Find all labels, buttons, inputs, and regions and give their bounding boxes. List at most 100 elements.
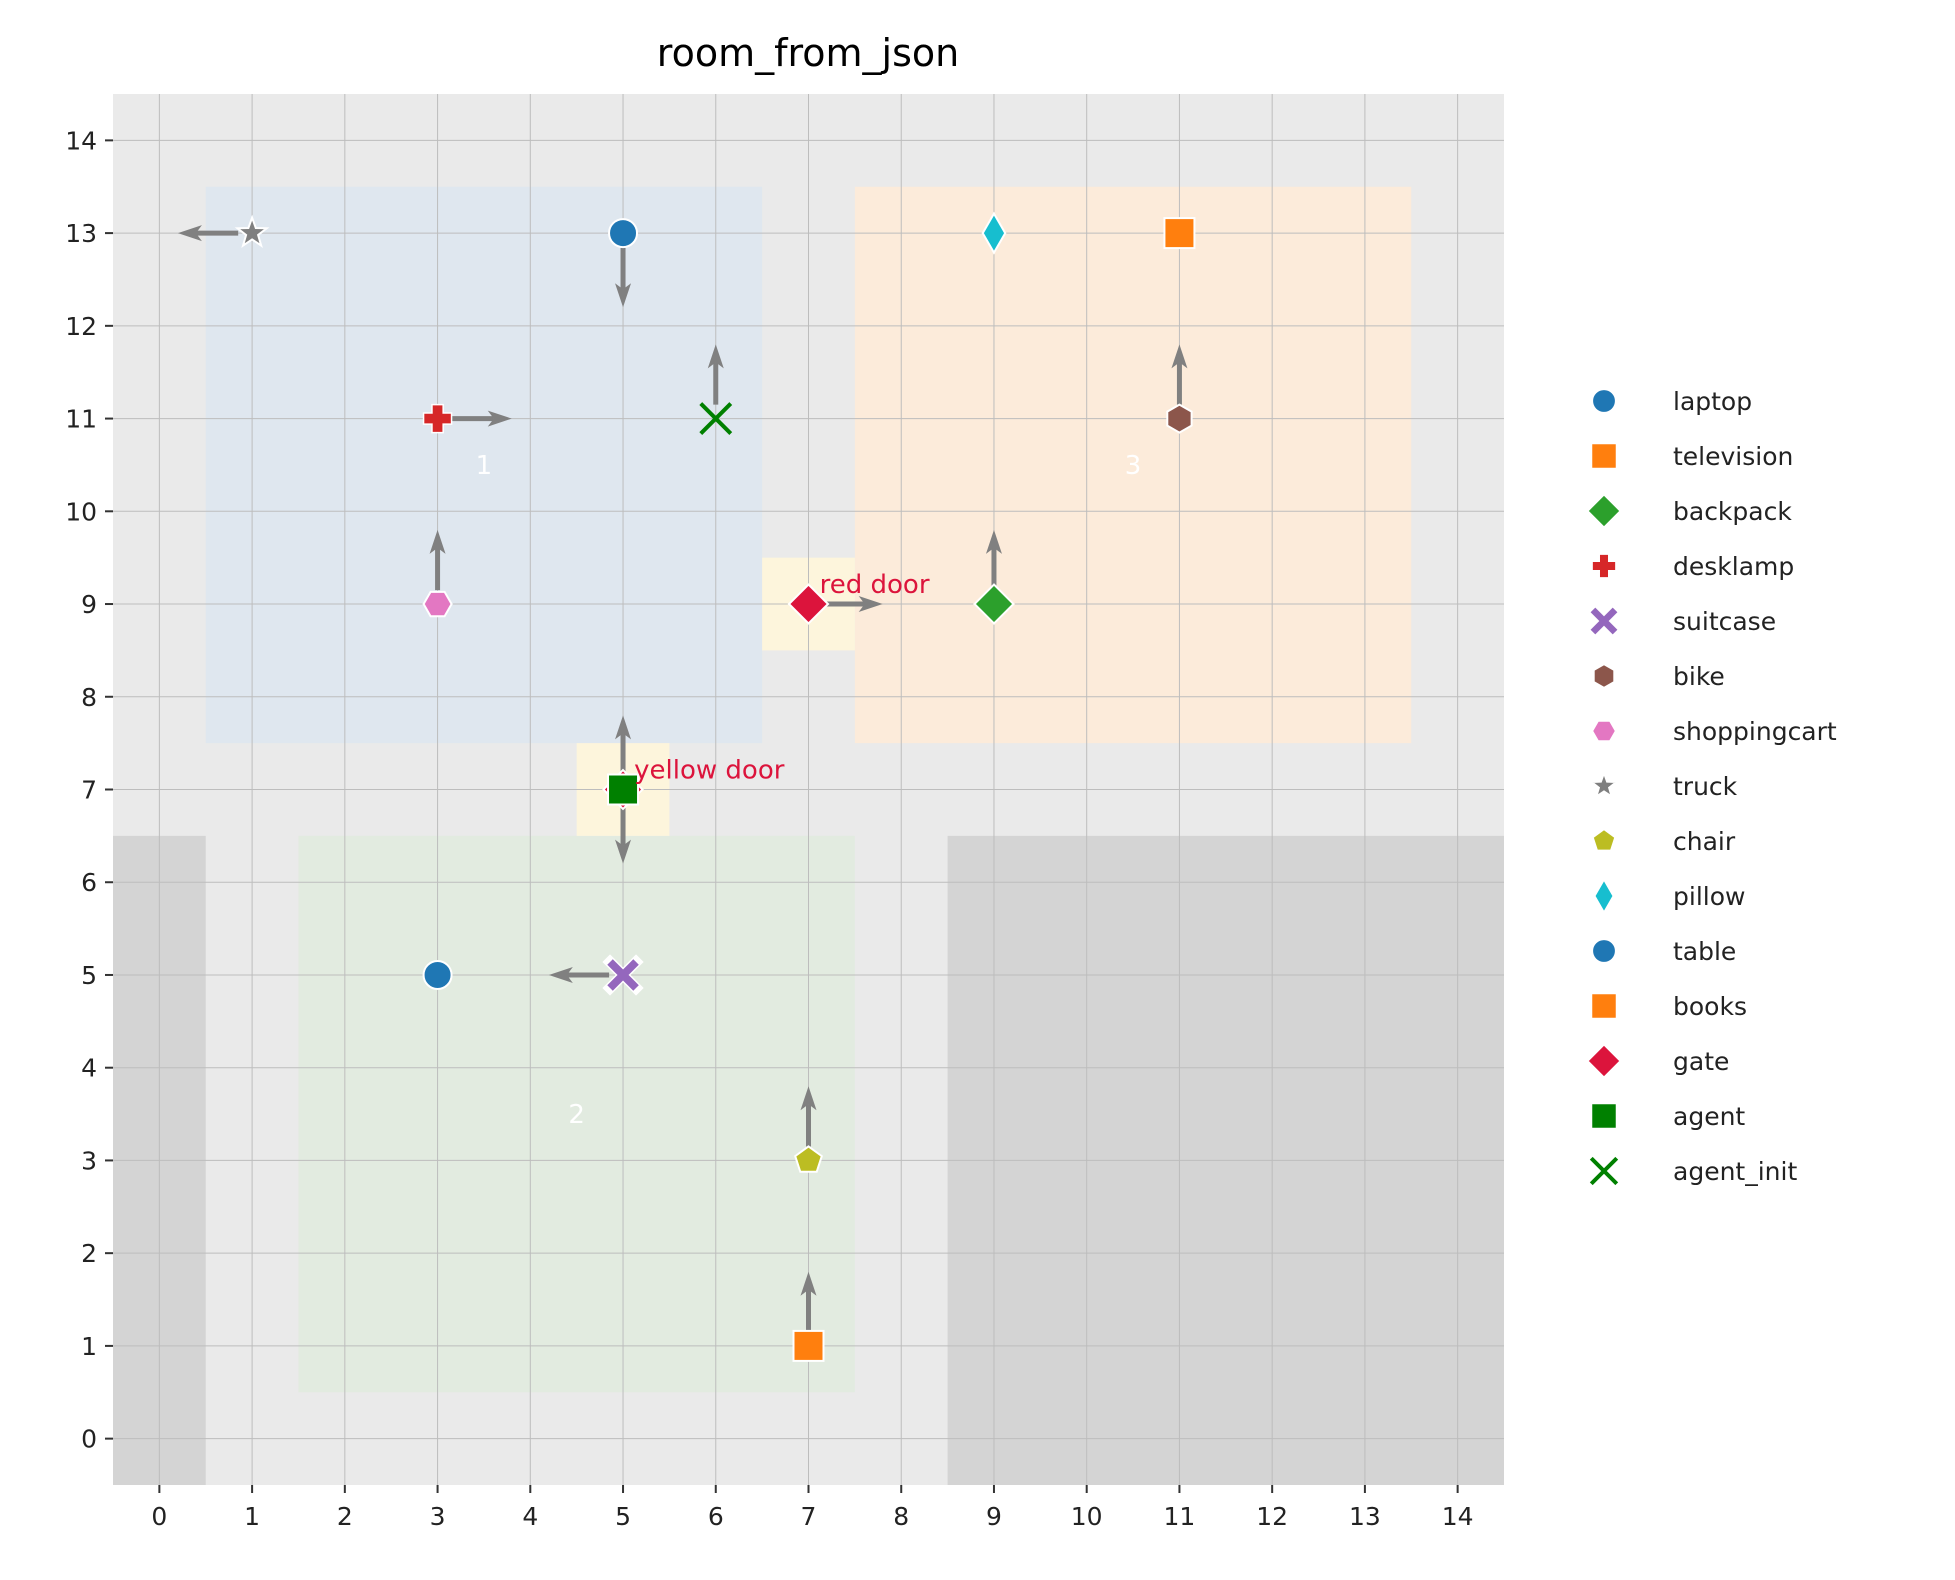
x-tick-label: 3: [430, 1502, 446, 1531]
x-tick-label: 8: [893, 1502, 909, 1531]
arrow-head: [487, 410, 512, 427]
arrow-head: [707, 344, 724, 369]
x-tick-label: 2: [337, 1502, 353, 1531]
legend-marker-agent_init: [1589, 1156, 1619, 1186]
legend-marker-television: [1590, 442, 1618, 470]
marker-suitcase-mark: [607, 959, 639, 991]
legend-label: backpack: [1673, 497, 1792, 526]
legend-marker-shoppingcart: [1590, 719, 1618, 743]
legend-label: agent_init: [1673, 1157, 1797, 1186]
arrow-head: [1171, 344, 1188, 369]
legend-item-television: television: [1590, 442, 1793, 471]
marker-television: [1163, 217, 1196, 250]
y-tick-label: 3: [81, 1146, 97, 1175]
arrow-head: [800, 1271, 817, 1296]
x-tick-label: 12: [1256, 1502, 1288, 1531]
y-tick-label: 13: [65, 219, 97, 248]
marker-pillow: [981, 211, 1007, 255]
legend-label: desklamp: [1673, 552, 1794, 581]
legend-item-books: books: [1590, 992, 1747, 1021]
legend: laptop television backpack desklamp suitcase…: [1585, 387, 1837, 1186]
room-2: [298, 835, 855, 1393]
x-tick-label: 14: [1442, 1502, 1474, 1531]
arrow-head: [615, 715, 632, 740]
legend-marker-suitcase: [1586, 603, 1622, 639]
legend-item-shoppingcart: shoppingcart: [1590, 717, 1837, 746]
legend-marker-desklamp: [1591, 553, 1617, 579]
legend-marker-suitcase-mark: [1590, 607, 1618, 635]
x-tick-label: 7: [801, 1502, 817, 1531]
x-tick-label: 13: [1349, 1502, 1381, 1531]
marker-backpack: [973, 583, 1015, 625]
legend-item-gate: gate: [1585, 1042, 1729, 1080]
legend-label: gate: [1673, 1047, 1729, 1076]
legend-item-bike: bike: [1592, 662, 1725, 691]
legend-item-truck: truck: [1588, 769, 1738, 801]
legend-marker-pillow: [1593, 877, 1615, 915]
marker-gate: [787, 583, 830, 625]
room-3: [854, 186, 1412, 744]
y-tick-label: 4: [81, 1054, 97, 1083]
marker-chair: [794, 1145, 823, 1173]
room-label: 1: [476, 451, 493, 481]
marker-books: [792, 1329, 825, 1362]
legend-marker-backpack: [1585, 492, 1623, 530]
arrow-head: [985, 529, 1002, 554]
legend-item-table: table: [1591, 937, 1736, 966]
y-tick-label: 12: [65, 312, 97, 341]
legend-label: chair: [1673, 827, 1736, 856]
legend-label: agent: [1673, 1102, 1745, 1131]
marker-suitcase: [602, 954, 644, 996]
x-tick-label: 4: [522, 1502, 538, 1531]
legend-item-pillow: pillow: [1593, 877, 1745, 915]
x-tick-label: 9: [986, 1502, 1002, 1531]
legend-marker-books: [1590, 992, 1618, 1020]
arrow-head: [615, 839, 632, 864]
legend-item-laptop: laptop: [1591, 387, 1752, 416]
legend-label: shoppingcart: [1673, 717, 1837, 746]
y-tick-label: 11: [65, 405, 97, 434]
legend-marker-table: [1591, 938, 1617, 964]
arrow-head: [548, 966, 573, 983]
room-label: 3: [1125, 451, 1142, 481]
y-tick-label: 6: [81, 868, 97, 897]
legend-item-chair: chair: [1591, 827, 1736, 856]
legend-label: television: [1673, 442, 1793, 471]
legend-label: laptop: [1673, 387, 1752, 416]
legend-label: bike: [1673, 662, 1725, 691]
x-tick-label: 5: [615, 1502, 631, 1531]
legend-label: table: [1673, 937, 1736, 966]
y-tick-label: 8: [81, 683, 97, 712]
legend-item-desklamp: desklamp: [1591, 552, 1794, 581]
marker-bike: [1166, 403, 1193, 434]
legend-item-suitcase: suitcase: [1586, 603, 1776, 639]
legend-marker-bike: [1592, 662, 1616, 690]
door-label: red door: [820, 570, 930, 600]
room-label: 2: [568, 1100, 585, 1130]
legend-label: books: [1673, 992, 1747, 1021]
y-tick-label: 0: [81, 1425, 97, 1454]
legend-marker-laptop: [1591, 388, 1617, 414]
legend-marker-gate: [1585, 1042, 1623, 1080]
y-tick-label: 5: [81, 961, 97, 990]
legend-item-agent_init: agent_init: [1589, 1156, 1797, 1186]
legend-item-agent: agent: [1590, 1102, 1745, 1131]
y-tick-label: 14: [65, 126, 97, 155]
x-tick-label: 11: [1164, 1502, 1196, 1531]
y-tick-label: 9: [81, 590, 97, 619]
marker-desklamp: [422, 403, 453, 434]
marker-shoppingcart: [422, 590, 453, 618]
x-tick-label: 10: [1071, 1502, 1103, 1531]
y-tick-label: 2: [81, 1239, 97, 1268]
room-1: [205, 186, 763, 744]
plot-area: 0 1 2 3 4 5 6 7 8 9 10 11 12 13 1401234567891011121314…: [65, 94, 1504, 1531]
legend-label: suitcase: [1673, 607, 1776, 636]
legend-marker-truck: [1588, 769, 1620, 799]
legend-marker-chair: [1591, 827, 1617, 852]
x-tick-label: 1: [244, 1502, 260, 1531]
marker-laptop: [608, 218, 639, 249]
legend-marker-agent: [1590, 1102, 1618, 1130]
marker-truck: [234, 214, 270, 248]
y-tick-label: 7: [81, 776, 97, 805]
